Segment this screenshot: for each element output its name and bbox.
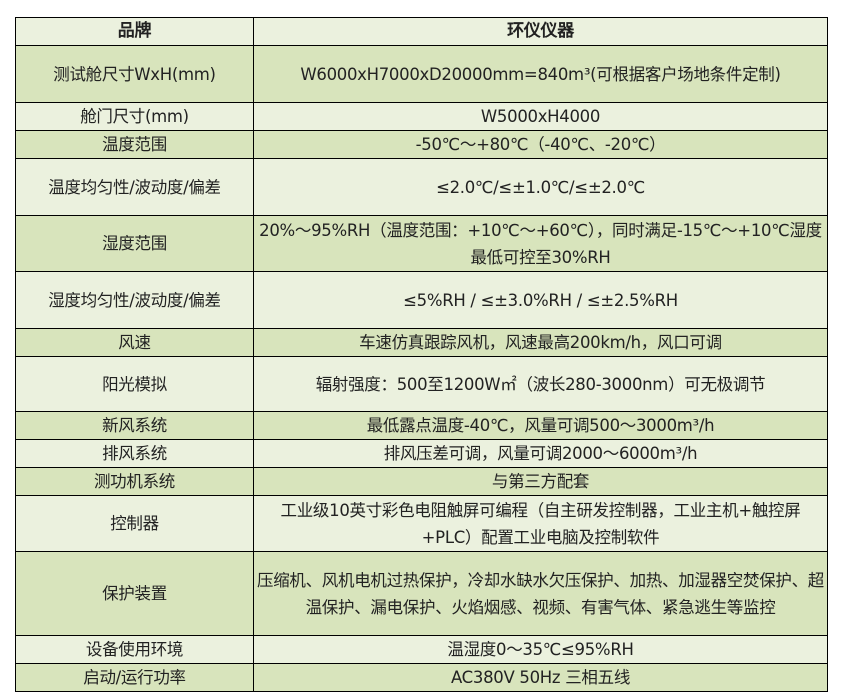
table-row: 湿度均匀性/波动度/偏差 ≤5%RH / ≤±3.0%RH / ≤±2.5%RH [15, 271, 828, 329]
header-key: 品牌 [15, 17, 254, 46]
table-row: 控制器 工业级10英寸彩色电阻触屏可编程（自主研发控制器，工业主机+触控屏+PLC… [15, 495, 828, 552]
table-row: 风速 车速仿真跟踪风机，风速最高200km/h，风口可调 [15, 328, 828, 357]
row-key: 启动/运行功率 [15, 663, 254, 692]
row-value: 20%～95%RH（温度范围：+10℃～+60℃），同时满足-15℃～+10℃湿… [253, 215, 828, 272]
row-value: 排风压差可调，风量可调2000～6000m³/h [253, 439, 828, 468]
row-key: 阳光模拟 [15, 356, 254, 412]
row-key: 风速 [15, 328, 254, 357]
row-key: 测试舱尺寸WxH(mm) [15, 45, 254, 103]
row-value: W6000xH7000xD20000mm=840m³(可根据客户场地条件定制) [253, 45, 828, 103]
row-value: 压缩机、风机电机过热保护，冷却水缺水欠压保护、加热、加湿器空焚保护、超温保护、漏… [253, 551, 828, 636]
spec-table: 品牌 环仪仪器 测试舱尺寸WxH(mm) W6000xH7000xD20000mm… [15, 17, 828, 692]
table-row: 新风系统 最低露点温度-40℃，风量可调500～3000m³/h [15, 411, 828, 440]
table-row: 保护装置 压缩机、风机电机过热保护，冷却水缺水欠压保护、加热、加湿器空焚保护、超温… [15, 551, 828, 636]
row-key: 温度均匀性/波动度/偏差 [15, 158, 254, 216]
table-row: 设备使用环境 温湿度0～35℃≤95%RH [15, 635, 828, 664]
row-value: AC380V 50Hz 三相五线 [253, 663, 828, 692]
table-row: 舱门尺寸(mm) W5000xH4000 [15, 102, 828, 131]
row-value: ≤5%RH / ≤±3.0%RH / ≤±2.5%RH [253, 271, 828, 329]
table-row: 阳光模拟 辐射强度：500至1200W㎡（波长280-3000nm）可无极调节 [15, 356, 828, 412]
row-value: 与第三方配套 [253, 467, 828, 496]
row-key: 设备使用环境 [15, 635, 254, 664]
table-row: 测试舱尺寸WxH(mm) W6000xH7000xD20000mm=840m³(可… [15, 45, 828, 103]
row-key: 排风系统 [15, 439, 254, 468]
table-header: 品牌 环仪仪器 [15, 17, 828, 46]
row-value: 辐射强度：500至1200W㎡（波长280-3000nm）可无极调节 [253, 356, 828, 412]
row-key: 保护装置 [15, 551, 254, 636]
table-row: 启动/运行功率 AC380V 50Hz 三相五线 [15, 663, 828, 692]
header-value: 环仪仪器 [253, 17, 828, 46]
row-value: 工业级10英寸彩色电阻触屏可编程（自主研发控制器，工业主机+触控屏+PLC）配置… [253, 495, 828, 552]
table-row: 湿度范围 20%～95%RH（温度范围：+10℃～+60℃），同时满足-15℃～+… [15, 215, 828, 272]
row-value: -50℃～+80℃（-40℃、-20℃） [253, 130, 828, 159]
row-key: 湿度均匀性/波动度/偏差 [15, 271, 254, 329]
row-value: W5000xH4000 [253, 102, 828, 131]
row-key: 控制器 [15, 495, 254, 552]
table-row: 温度均匀性/波动度/偏差 ≤2.0℃/≤±1.0℃/≤±2.0℃ [15, 158, 828, 216]
row-key: 测功机系统 [15, 467, 254, 496]
row-value: 温湿度0～35℃≤95%RH [253, 635, 828, 664]
table-row: 排风系统 排风压差可调，风量可调2000～6000m³/h [15, 439, 828, 468]
row-key: 湿度范围 [15, 215, 254, 272]
table-row: 测功机系统 与第三方配套 [15, 467, 828, 496]
row-value: 最低露点温度-40℃，风量可调500～3000m³/h [253, 411, 828, 440]
row-value: ≤2.0℃/≤±1.0℃/≤±2.0℃ [253, 158, 828, 216]
row-key: 新风系统 [15, 411, 254, 440]
table-row: 温度范围 -50℃～+80℃（-40℃、-20℃） [15, 130, 828, 159]
row-key: 温度范围 [15, 130, 254, 159]
row-key: 舱门尺寸(mm) [15, 102, 254, 131]
row-value: 车速仿真跟踪风机，风速最高200km/h，风口可调 [253, 328, 828, 357]
